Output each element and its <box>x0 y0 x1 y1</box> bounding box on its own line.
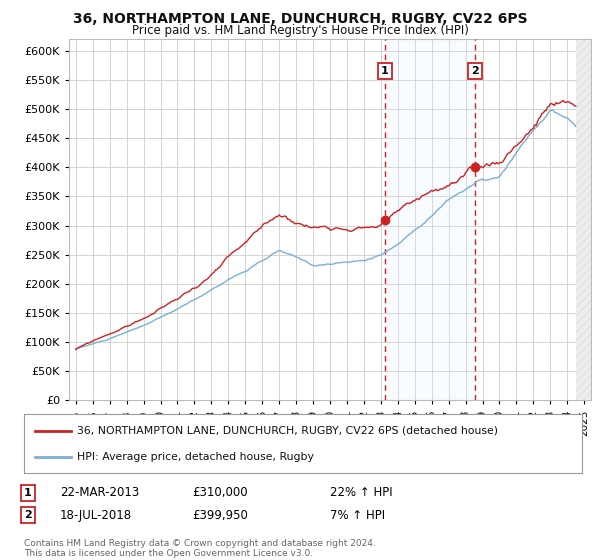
Bar <box>385 39 475 400</box>
Text: 18-JUL-2018: 18-JUL-2018 <box>60 508 132 522</box>
Text: 7% ↑ HPI: 7% ↑ HPI <box>330 508 385 522</box>
Text: 36, NORTHAMPTON LANE, DUNCHURCH, RUGBY, CV22 6PS: 36, NORTHAMPTON LANE, DUNCHURCH, RUGBY, … <box>73 12 527 26</box>
Text: Contains HM Land Registry data © Crown copyright and database right 2024.
This d: Contains HM Land Registry data © Crown c… <box>24 539 376 558</box>
Text: 2: 2 <box>471 66 479 76</box>
Text: 1: 1 <box>380 66 388 76</box>
Text: 22% ↑ HPI: 22% ↑ HPI <box>330 486 392 500</box>
Text: 2: 2 <box>24 510 32 520</box>
Bar <box>576 39 593 400</box>
Text: £399,950: £399,950 <box>192 508 248 522</box>
Text: HPI: Average price, detached house, Rugby: HPI: Average price, detached house, Rugb… <box>77 452 314 462</box>
Text: 36, NORTHAMPTON LANE, DUNCHURCH, RUGBY, CV22 6PS (detached house): 36, NORTHAMPTON LANE, DUNCHURCH, RUGBY, … <box>77 426 498 436</box>
Text: 22-MAR-2013: 22-MAR-2013 <box>60 486 139 500</box>
Text: 1: 1 <box>24 488 32 498</box>
Text: £310,000: £310,000 <box>192 486 248 500</box>
Bar <box>576 39 593 400</box>
Text: Price paid vs. HM Land Registry's House Price Index (HPI): Price paid vs. HM Land Registry's House … <box>131 24 469 37</box>
